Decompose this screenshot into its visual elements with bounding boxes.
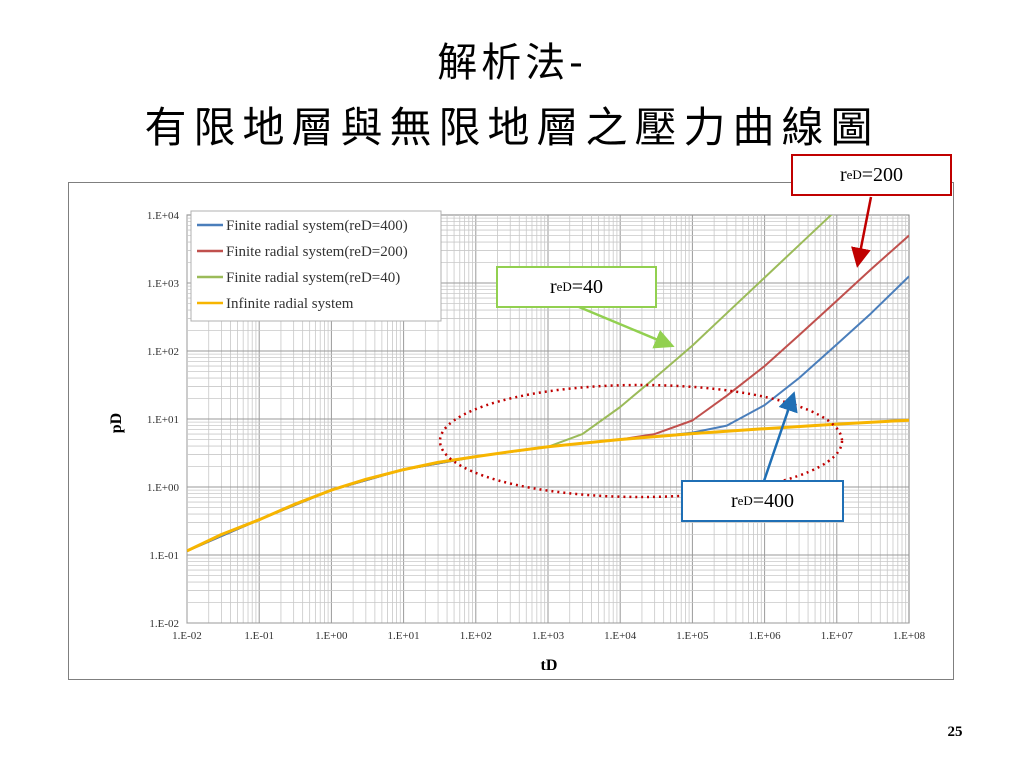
y-tick-label: 1.E+00 <box>147 482 180 494</box>
x-tick-label: 1.E+03 <box>532 630 565 642</box>
highlight-ellipse <box>438 383 844 499</box>
x-tick-label: 1.E+04 <box>604 630 637 642</box>
y-tick-label: 1.E+04 <box>147 210 180 222</box>
callout-red-value: =200 <box>861 163 904 186</box>
page-title-line-1: 解析法- <box>437 40 587 86</box>
y-tick-label: 1.E+03 <box>147 278 180 290</box>
page-title-line-2: 有限地層與無限地層之壓力曲線圖 <box>144 103 880 152</box>
callout-200-arrow <box>851 196 873 268</box>
callout-blue-sub: eD <box>737 493 753 508</box>
callout-green-r: r <box>549 275 557 298</box>
y-axis-label: pD <box>108 413 125 433</box>
x-tick-label: 1.E+08 <box>893 630 926 642</box>
x-tick-label: 1.E+01 <box>388 630 420 642</box>
legend-entry-0: Finite radial system(reD=400) <box>226 218 408 234</box>
callout-red-200: r eD =200 <box>791 154 952 196</box>
x-tick-label: 1.E-02 <box>172 630 202 642</box>
x-tick-label: 1.E+02 <box>460 630 492 642</box>
chart-frame: 1.E-02 1.E-01 1.E+00 1.E+01 1.E+02 1.E+03 1.E+… <box>68 182 954 680</box>
x-tick-label: 1.E-01 <box>244 630 274 642</box>
legend: Finite radial system(reD=400) Finite radi… <box>190 210 442 322</box>
series-line-3 <box>187 418 909 553</box>
callout-400-arrow <box>762 391 798 482</box>
callout-red-sub: eD <box>846 167 862 182</box>
tick-labels: 1.E-02 1.E-01 1.E+00 1.E+01 1.E+02 1.E+03 1.E+… <box>147 210 926 642</box>
y-tick-label: 1.E-01 <box>149 550 179 562</box>
callout-green-40: r eD =40 <box>496 266 657 308</box>
legend-entry-3: Infinite radial system <box>226 296 354 312</box>
x-tick-label: 1.E+06 <box>749 630 782 642</box>
callout-green-value: =40 <box>571 275 604 298</box>
legend-entry-1: Finite radial system(reD=200) <box>226 244 408 260</box>
x-axis-label: tD <box>541 657 558 674</box>
callout-red-r: r <box>839 163 847 186</box>
x-tick-label: 1.E+05 <box>676 630 709 642</box>
y-tick-label: 1.E+02 <box>147 346 179 358</box>
legend-entry-2: Finite radial system(reD=40) <box>226 270 400 286</box>
chart: 1.E-02 1.E-01 1.E+00 1.E+01 1.E+02 1.E+03 1.E+… <box>108 196 926 674</box>
series-lines <box>187 215 909 553</box>
y-tick-label: 1.E-02 <box>149 618 179 630</box>
callout-blue-value: =400 <box>752 489 795 512</box>
x-tick-label: 1.E+00 <box>315 630 348 642</box>
callout-green-sub: eD <box>556 279 572 294</box>
y-tick-label: 1.E+01 <box>147 414 179 426</box>
callout-40-arrow <box>578 305 675 349</box>
callout-blue-400: r eD =400 <box>681 480 844 522</box>
x-tick-label: 1.E+07 <box>821 630 854 642</box>
callout-blue-r: r <box>730 489 738 512</box>
page-number: 25 <box>947 724 963 740</box>
